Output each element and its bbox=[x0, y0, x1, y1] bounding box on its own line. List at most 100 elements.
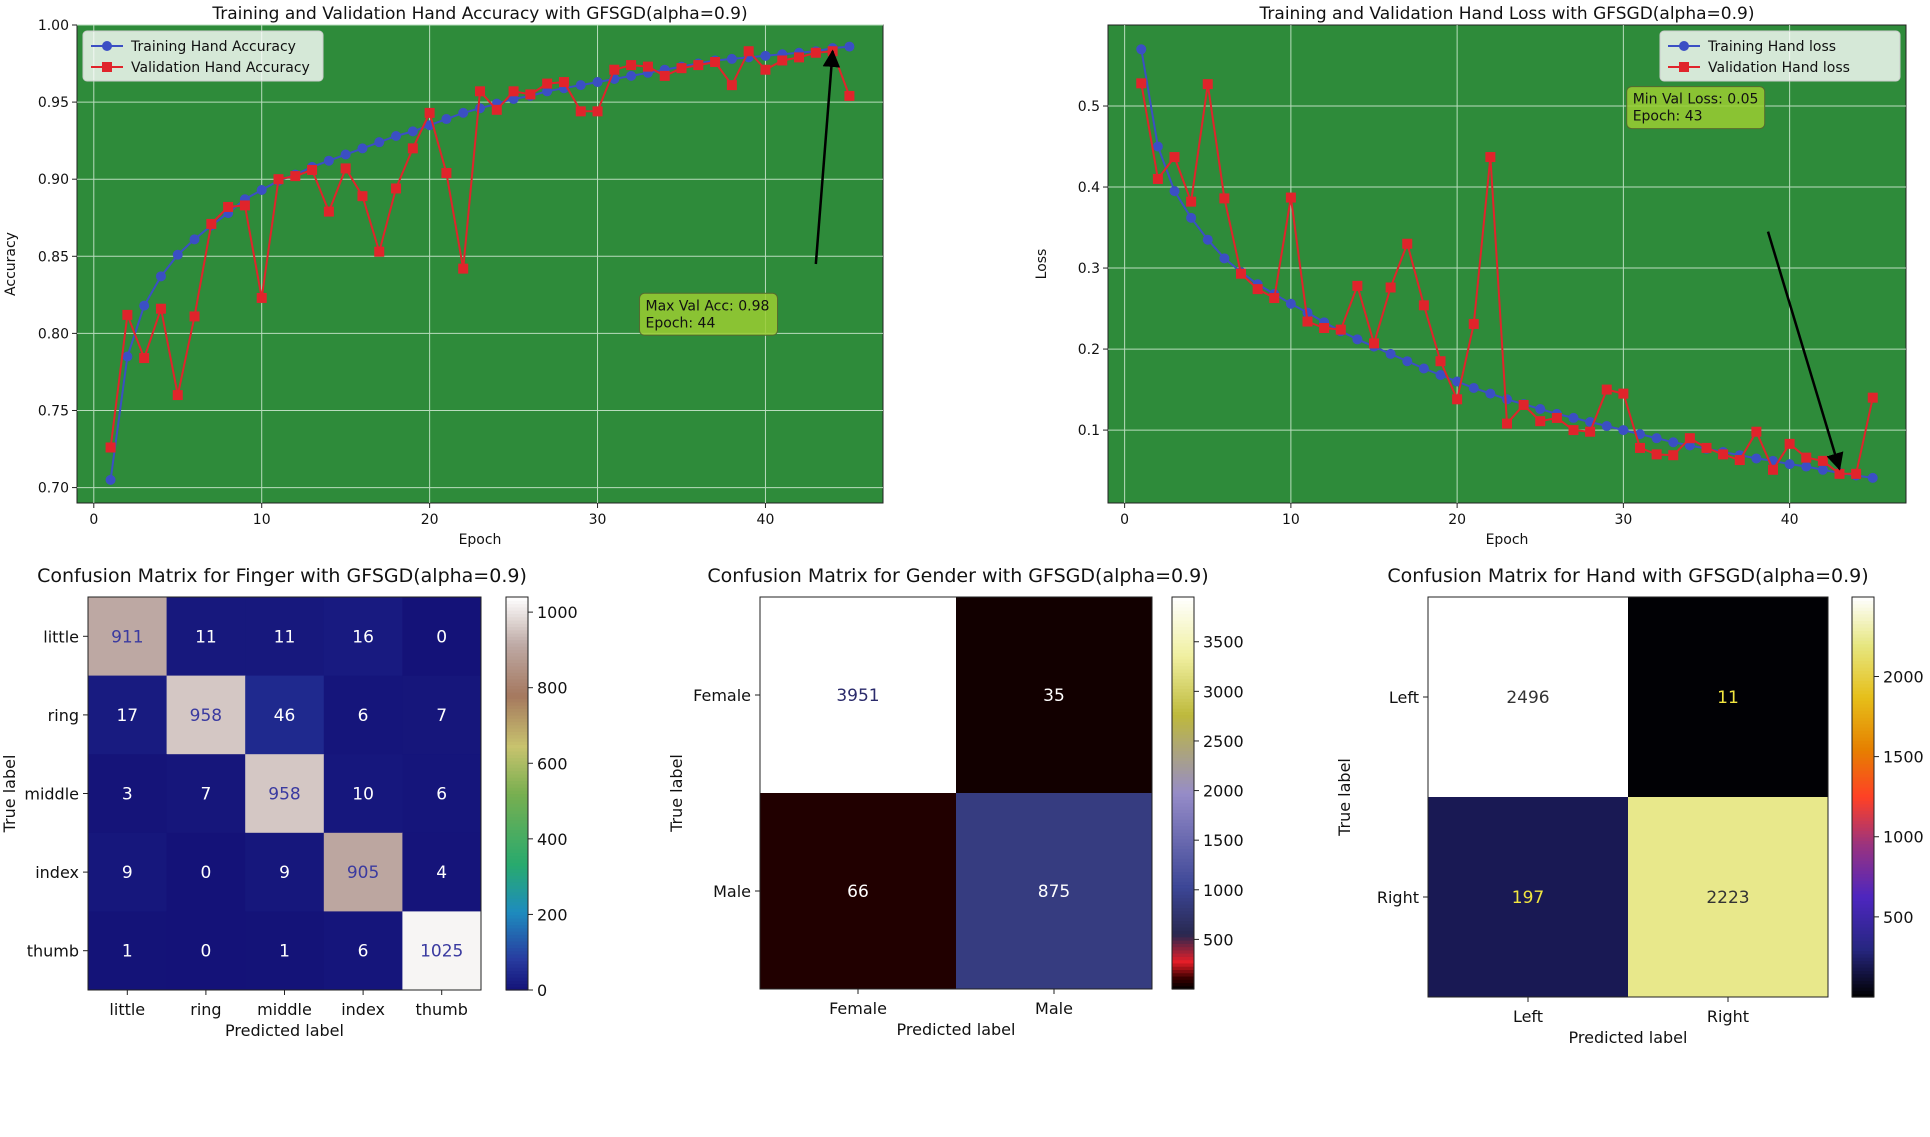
cm-finger-colorbar-segment bbox=[506, 678, 528, 683]
cm-hand-colorbar-segment bbox=[1852, 680, 1874, 685]
cm-finger-xtick-label: index bbox=[341, 1000, 385, 1019]
cm-hand-colorbar-segment bbox=[1852, 777, 1874, 781]
cm-finger-cell-value: 0 bbox=[200, 863, 211, 883]
cm-hand-colorbar-segment bbox=[1852, 897, 1874, 901]
cm-finger-colorbar-segment bbox=[506, 688, 528, 693]
acc-point bbox=[290, 171, 301, 182]
cm-hand-colorbar-segment bbox=[1852, 753, 1874, 758]
acc-point bbox=[189, 311, 200, 322]
cm-finger-colorbar-segment bbox=[506, 793, 528, 798]
cm-finger-colorbar-segment bbox=[506, 662, 528, 667]
loss-point bbox=[1202, 79, 1213, 90]
cm-finger-cell-value: 6 bbox=[358, 942, 369, 962]
cm-gender-colorbar-segment bbox=[1172, 819, 1194, 823]
acc-point bbox=[206, 218, 217, 229]
cm-gender-colorbar-frame bbox=[1171, 596, 1195, 990]
cm-hand-colorbar-segment bbox=[1852, 900, 1874, 905]
cm-finger-cell-value: 911 bbox=[111, 627, 143, 647]
acc-legend-marker bbox=[102, 41, 112, 51]
cm-gender-colorbar-segment bbox=[1172, 946, 1194, 951]
cm-finger-colorbar-segment bbox=[506, 872, 528, 876]
acc-point bbox=[726, 80, 737, 91]
cm-hand-colorbar-segment bbox=[1852, 737, 1874, 741]
cm-finger-colorbar-segment bbox=[506, 806, 528, 811]
cm-finger-cell bbox=[88, 911, 168, 991]
cm-gender-colorbar-segment bbox=[1172, 724, 1194, 729]
cm-hand-colorbar-segment bbox=[1852, 967, 1874, 971]
cm-gender-colorbar-segment bbox=[1172, 642, 1194, 647]
cm-hand-colorbar-segment bbox=[1852, 600, 1874, 605]
cm-finger-cell-value: 1025 bbox=[420, 942, 463, 962]
cm-gender-colorbar-segment bbox=[1172, 675, 1194, 680]
acc-point bbox=[743, 46, 754, 57]
loss-point bbox=[1601, 384, 1612, 395]
cm-gender-colorbar-segment bbox=[1172, 877, 1194, 882]
cm-gender-colorbar-segment bbox=[1172, 917, 1194, 921]
loss-point bbox=[1851, 468, 1862, 479]
cm-gender-colorbar-segment bbox=[1172, 864, 1194, 869]
loss-point bbox=[1352, 334, 1363, 345]
cm-finger-colorbar-segment bbox=[506, 636, 528, 641]
cm-finger-colorbar-segment bbox=[506, 600, 528, 605]
cm-finger-colorbar-segment bbox=[506, 836, 528, 840]
cm-finger-colorbar-segment bbox=[506, 780, 528, 785]
loss-point bbox=[1136, 78, 1147, 89]
acc-point bbox=[760, 50, 771, 61]
cm-hand-ylabel: True label bbox=[1335, 758, 1354, 837]
cm-hand-colorbar-segment bbox=[1852, 920, 1874, 925]
acc-point bbox=[844, 90, 855, 101]
cm-hand-colorbar-segment bbox=[1852, 780, 1874, 785]
acc-point bbox=[592, 77, 603, 88]
cm-hand-colorbar-segment bbox=[1852, 740, 1874, 745]
acc-point bbox=[340, 149, 351, 160]
loss-point bbox=[1834, 468, 1845, 479]
loss-point bbox=[1751, 453, 1762, 464]
cm-hand-colorbar-segment bbox=[1852, 750, 1874, 755]
loss-point bbox=[1402, 238, 1413, 249]
cm-finger-cell bbox=[88, 675, 168, 755]
loss-legend-label: Validation Hand loss bbox=[1708, 60, 1850, 76]
cm-gender-xlabel: Predicted label bbox=[897, 1020, 1016, 1039]
cm-hand-colorbar-segment bbox=[1852, 617, 1874, 621]
cm-finger-colorbar-segment bbox=[506, 675, 528, 680]
cm-finger-cell-value: 11 bbox=[274, 627, 296, 647]
loss-point bbox=[1152, 141, 1163, 152]
loss-point bbox=[1535, 404, 1546, 415]
cm-hand-xtick-label: Left bbox=[1513, 1007, 1543, 1026]
cm-finger-colorbar-segment bbox=[506, 986, 528, 991]
cm-hand-colorbar-segment bbox=[1852, 940, 1874, 945]
loss-point bbox=[1535, 416, 1546, 427]
cm-finger-ytick-label: thumb bbox=[27, 942, 79, 961]
cm-hand-ytick-label: Right bbox=[1377, 888, 1419, 907]
cm-finger-colorbar-segment bbox=[506, 665, 528, 670]
cm-finger-colorbar-segment bbox=[506, 750, 528, 755]
cm-hand-colorbar-segment bbox=[1852, 833, 1874, 838]
cm-finger-cell-value: 46 bbox=[274, 706, 296, 726]
loss-chart: 0 10 20 30 40 0.1 0.2 0.3 0.4 0.5 Training and Val… bbox=[1034, 4, 1907, 548]
cm-finger-colorbar-segment bbox=[506, 796, 528, 801]
cm-gender-colorbar-segment bbox=[1172, 959, 1194, 964]
cm-hand-colorbar-segment bbox=[1852, 903, 1874, 908]
cm-hand-colorbar-segment bbox=[1852, 960, 1874, 965]
cm-hand-colorbar-segment bbox=[1852, 603, 1874, 608]
cm-hand-colorbar-segment bbox=[1852, 913, 1874, 918]
cm-gender-chart: 3951 35 66 875 Female Female Male Male Confusion… bbox=[667, 565, 1244, 1039]
cm-finger-cell bbox=[245, 597, 325, 677]
cm-finger-colorbar-segment bbox=[506, 701, 528, 706]
loss-legend-label: Training Hand loss bbox=[1707, 39, 1836, 55]
cm-finger-colorbar-segment bbox=[506, 767, 528, 772]
cm-gender-colorbar-segment bbox=[1172, 815, 1194, 820]
cm-finger-colorbar-segment bbox=[506, 613, 528, 618]
cm-finger-colorbar-segment bbox=[506, 980, 528, 985]
loss-point bbox=[1285, 192, 1296, 203]
cm-gender-colorbar-segment bbox=[1172, 734, 1194, 739]
cm-hand-colorbar-segment bbox=[1852, 607, 1874, 611]
cm-finger-colorbar-segment bbox=[506, 737, 528, 742]
loss-point bbox=[1801, 452, 1812, 463]
loss-point bbox=[1169, 186, 1180, 197]
loss-plot-area bbox=[1107, 24, 1907, 504]
acc-point bbox=[458, 263, 469, 274]
loss-point bbox=[1867, 392, 1878, 403]
loss-point bbox=[1817, 464, 1828, 475]
cm-gender-colorbar-segment bbox=[1172, 597, 1194, 601]
